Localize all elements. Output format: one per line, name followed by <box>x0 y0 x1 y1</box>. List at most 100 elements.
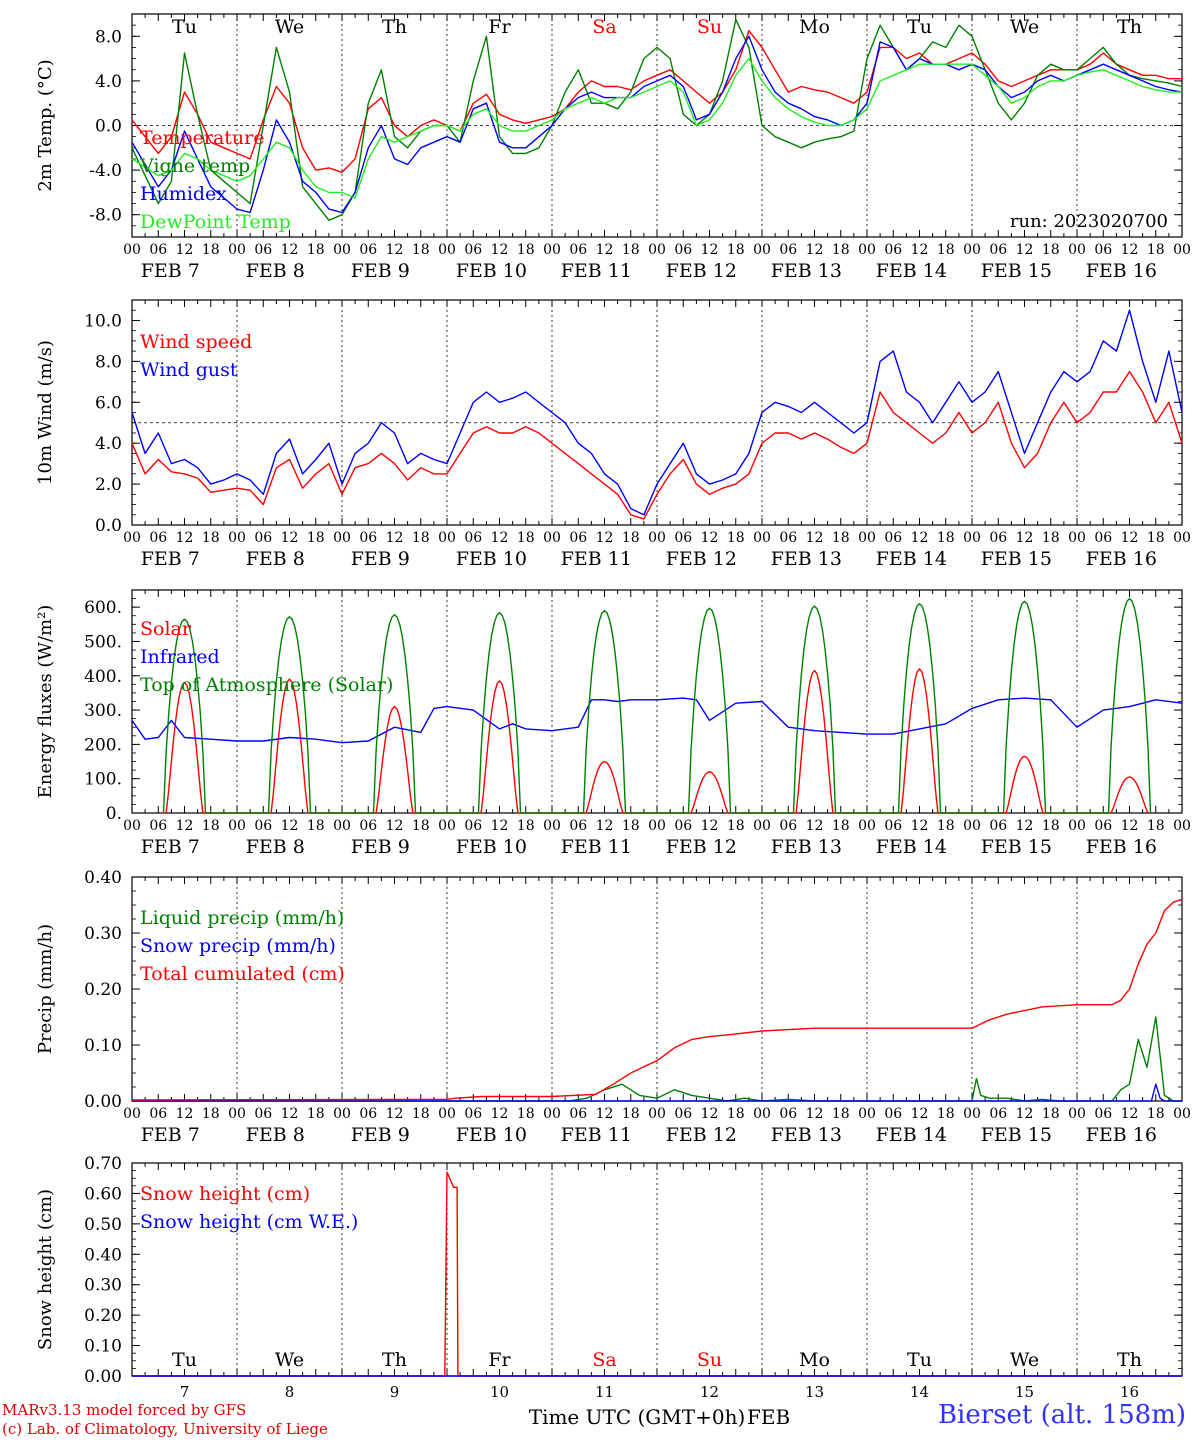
hour-tick-label: 12 <box>596 530 614 546</box>
hour-tick-label: 12 <box>596 818 614 834</box>
hour-tick-label: 12 <box>911 530 929 546</box>
hour-tick-label: 06 <box>359 1106 377 1122</box>
hour-tick-label: 00 <box>123 818 141 834</box>
hour-tick-label: 18 <box>622 818 640 834</box>
hour-tick-label: 18 <box>307 242 325 258</box>
hour-tick-label: 18 <box>622 530 640 546</box>
legend-entry: DewPoint Temp <box>140 211 291 233</box>
hour-tick-label: 00 <box>333 1106 351 1122</box>
series-line-temperature <box>131 30 1182 174</box>
hour-tick-label: 00 <box>438 818 456 834</box>
hour-tick-label: 12 <box>1016 530 1034 546</box>
legend-entry: Snow height (cm W.E.) <box>140 1211 358 1233</box>
hour-tick-label: 18 <box>1042 1106 1060 1122</box>
hour-tick-label: 12 <box>281 818 299 834</box>
hour-tick-label: 06 <box>779 1106 797 1122</box>
hour-tick-label: 06 <box>359 530 377 546</box>
hour-tick-label: 18 <box>727 242 745 258</box>
legend-entry: Wind gust <box>140 359 238 381</box>
y-tick-label: 500. <box>84 632 122 652</box>
date-label: FEB 9 <box>351 836 410 858</box>
date-label: FEB 8 <box>246 836 305 858</box>
y-axis-label: Precip (mm/h) <box>35 924 56 1054</box>
hour-tick-label: 12 <box>1121 530 1139 546</box>
hour-tick-label: 06 <box>779 818 797 834</box>
chart-panel-5: 0.70 0.60 0.50 0.40 0.30 0.20 0.10 0.00 Snow hei… <box>35 1154 1183 1387</box>
hour-tick-label: 18 <box>622 1106 640 1122</box>
y-axis-label: 2m Temp. (°C) <box>35 59 56 191</box>
date-label: FEB 10 <box>456 548 527 570</box>
date-label: FEB 12 <box>666 548 737 570</box>
hour-tick-label: 00 <box>543 1106 561 1122</box>
date-label: FEB 15 <box>981 548 1052 570</box>
day-name-bottom: Tu <box>907 1349 932 1371</box>
hour-tick-label: 00 <box>963 818 981 834</box>
y-axis-label: 10m Wind (m/s) <box>35 340 56 485</box>
y-tick-label: 6.0 <box>95 393 122 413</box>
hour-tick-label: 00 <box>858 818 876 834</box>
hour-tick-label: 18 <box>937 242 955 258</box>
hour-tick-label: 18 <box>307 530 325 546</box>
hour-tick-label: 06 <box>569 818 587 834</box>
hour-tick-label: 18 <box>937 818 955 834</box>
hour-tick-label: 12 <box>911 818 929 834</box>
legend-entry: Liquid precip (mm/h) <box>140 907 344 929</box>
date-label: FEB 10 <box>456 836 527 858</box>
date-label: FEB 8 <box>246 548 305 570</box>
hour-tick-label: 18 <box>202 242 220 258</box>
legend-entry: Snow height (cm) <box>140 1183 310 1205</box>
y-tick-label: 0.70 <box>84 1154 122 1174</box>
y-tick-label: 0.10 <box>84 1337 122 1357</box>
hour-tick-label: 18 <box>937 530 955 546</box>
hour-tick-label: 00 <box>123 242 141 258</box>
date-label: FEB 13 <box>771 548 842 570</box>
hour-tick-label: 06 <box>1094 818 1112 834</box>
hour-tick-label: 12 <box>281 1106 299 1122</box>
date-label: FEB 11 <box>561 260 632 282</box>
date-label: FEB 11 <box>561 548 632 570</box>
chart-panel-4: 0.40 0.30 0.20 0.10 0.00 Precip (mm/h) Liquid … <box>35 868 1191 1146</box>
y-tick-label: 0.0 <box>95 516 122 536</box>
run-label: run: 2023020700 <box>1010 211 1168 232</box>
date-label: FEB 8 <box>246 1124 305 1146</box>
hour-tick-label: 18 <box>202 1106 220 1122</box>
date-label: FEB 13 <box>771 1124 842 1146</box>
date-label: FEB 9 <box>351 548 410 570</box>
day-name-top: Th <box>382 16 407 38</box>
y-tick-label: -8.0 <box>89 206 122 226</box>
hour-tick-label: 00 <box>543 530 561 546</box>
y-tick-label: 0. <box>106 804 122 824</box>
day-number: 11 <box>595 1383 614 1401</box>
hour-tick-label: 06 <box>674 530 692 546</box>
hour-tick-label: 12 <box>596 1106 614 1122</box>
hour-tick-label: 12 <box>386 1106 404 1122</box>
hour-tick-label: 06 <box>359 818 377 834</box>
hour-tick-label: 00 <box>438 530 456 546</box>
hour-tick-label: 12 <box>491 818 509 834</box>
y-tick-label: 400. <box>84 667 122 687</box>
hour-tick-label: 06 <box>989 1106 1007 1122</box>
y-tick-label: 0.0 <box>95 117 122 137</box>
series-line-infrared <box>131 697 1183 744</box>
hour-tick-label: 06 <box>149 242 167 258</box>
hour-tick-label: 12 <box>1121 1106 1139 1122</box>
hour-tick-label: 06 <box>884 530 902 546</box>
hour-tick-label: 06 <box>989 242 1007 258</box>
y-tick-label: 10.0 <box>84 311 122 331</box>
series-line-dewpoint-temp <box>131 57 1182 199</box>
hour-tick-label: 12 <box>386 818 404 834</box>
date-label: FEB 9 <box>351 1124 410 1146</box>
day-number: 7 <box>180 1383 190 1401</box>
date-label: FEB 15 <box>981 836 1052 858</box>
day-name-top: Su <box>697 16 722 38</box>
day-name-bottom: Mo <box>799 1349 830 1371</box>
hour-tick-label: 18 <box>832 242 850 258</box>
hour-tick-label: 18 <box>727 530 745 546</box>
hour-tick-label: 00 <box>1173 530 1191 546</box>
legend-entry: Humidex <box>140 183 227 205</box>
chart-panel-3: 600. 500. 400. 300. 200. 100. 0. Energy fluxes … <box>35 589 1191 858</box>
hour-tick-label: 00 <box>228 818 246 834</box>
day-number: 12 <box>700 1383 719 1401</box>
hour-tick-label: 00 <box>228 242 246 258</box>
